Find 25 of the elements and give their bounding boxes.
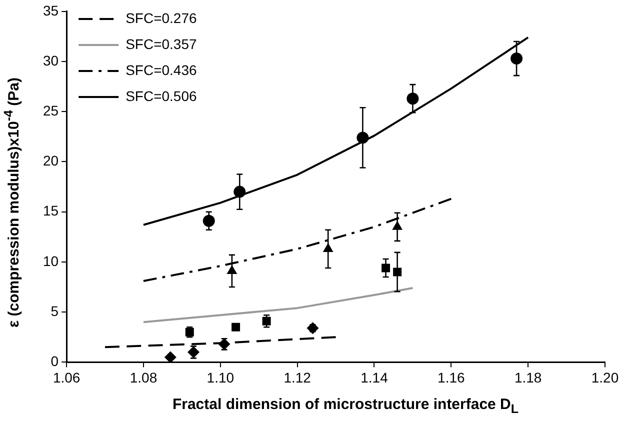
x-tick-label: 1.10 bbox=[206, 369, 234, 386]
y-tick-label: 25 bbox=[42, 102, 59, 118]
x-tick-label: 1.08 bbox=[130, 369, 158, 386]
point bbox=[164, 351, 176, 362]
y-tick-label: 15 bbox=[42, 202, 59, 219]
y-tick-label: 0 bbox=[50, 353, 59, 370]
y-tick-label: 30 bbox=[42, 52, 59, 68]
x-tick-label: 1.18 bbox=[514, 369, 542, 386]
x-tick-label: 1.14 bbox=[360, 369, 388, 386]
x-tick-label: 1.16 bbox=[438, 369, 465, 386]
legend-label: SFC=0.276 bbox=[126, 10, 197, 26]
point bbox=[510, 52, 523, 65]
legend-label: SFC=0.506 bbox=[126, 88, 197, 104]
y-tick-label: 35 bbox=[42, 2, 59, 18]
legend-label: SFC=0.436 bbox=[126, 62, 197, 78]
y-tick-label: 5 bbox=[50, 302, 59, 319]
x-tick-label: 1.20 bbox=[591, 369, 619, 386]
point bbox=[306, 322, 319, 334]
y-tick-label: 10 bbox=[42, 252, 59, 269]
x-tick-label: 1.12 bbox=[284, 369, 312, 386]
legend-label: SFC=0.357 bbox=[126, 36, 197, 52]
y-tick-label: 20 bbox=[42, 152, 59, 169]
x-axis-title: Fractal dimension of microstructure interface D$_{L}$ bbox=[171, 396, 520, 416]
point bbox=[232, 322, 240, 332]
x-tick-label: 1.06 bbox=[52, 369, 80, 386]
